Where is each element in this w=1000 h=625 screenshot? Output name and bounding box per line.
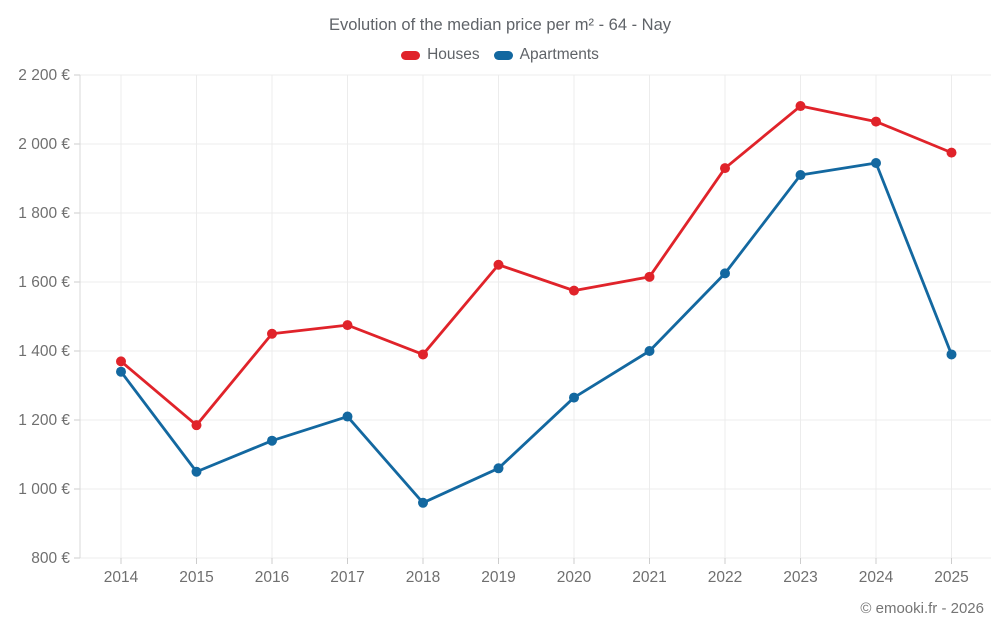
data-point-houses-2025[interactable] [946,147,957,158]
data-point-apartments-2015[interactable] [191,466,202,477]
y-axis-label: 1 400 € [18,343,70,360]
data-point-apartments-2021[interactable] [644,346,655,356]
y-axis-label: 1 200 € [18,412,70,429]
y-axis-label: 1 600 € [18,274,70,291]
y-axis-label: 800 € [31,550,70,567]
x-axis-label: 2018 [406,569,440,586]
y-axis-label: 1 000 € [18,481,70,498]
series-line-houses [119,104,953,427]
data-point-apartments-2017[interactable] [342,411,353,422]
data-point-apartments-2020[interactable] [569,392,579,403]
data-point-houses-2024[interactable] [871,116,881,127]
data-point-apartments-2023[interactable] [795,170,806,181]
x-axis-label: 2023 [783,569,817,586]
legend-item-apartments[interactable]: Apartments [493,46,599,64]
data-point-apartments-2024[interactable] [871,157,881,168]
data-point-houses-2014[interactable] [116,356,126,367]
legend: Houses Apartments [0,46,1000,64]
chart-title: Evolution of the median price per m² - 6… [328,16,672,34]
x-axis-label: 2019 [481,569,515,586]
data-point-houses-2022[interactable] [720,163,730,174]
series-line-apartments [119,161,953,505]
data-point-houses-2021[interactable] [644,271,655,282]
y-axis-label: 1 800 € [18,205,70,222]
y-axis-label: 2 200 € [18,67,70,84]
data-point-houses-2020[interactable] [569,285,579,296]
legend-label-houses: Houses [427,46,480,63]
x-axis-label: 2021 [632,569,666,586]
data-point-houses-2015[interactable] [191,420,202,431]
x-axis-label: 2017 [330,569,364,586]
data-point-houses-2016[interactable] [267,328,277,339]
x-axis-label: 2015 [179,569,213,586]
data-point-apartments-2014[interactable] [116,366,126,377]
data-point-apartments-2018[interactable] [418,497,428,508]
legend-marker-houses-icon [401,50,421,60]
data-point-apartments-2025[interactable] [946,349,957,360]
x-axis-label: 2022 [708,569,742,586]
data-point-houses-2019[interactable] [493,259,504,270]
x-axis-label: 2014 [104,569,139,586]
data-point-houses-2018[interactable] [418,349,428,360]
data-point-apartments-2019[interactable] [493,463,504,474]
data-point-apartments-2022[interactable] [720,268,730,279]
x-axis-label: 2024 [859,569,894,586]
data-point-apartments-2016[interactable] [267,435,277,446]
legend-marker-apartments-icon [493,50,513,60]
legend-item-houses[interactable]: Houses [401,46,480,64]
x-axis-label: 2020 [557,569,592,586]
data-point-houses-2017[interactable] [342,320,353,331]
y-axis-label: 2 000 € [18,136,70,153]
x-axis-label: 2025 [934,569,968,586]
credit-link[interactable]: © emooki.fr - 2026 [860,600,984,617]
data-point-houses-2023[interactable] [795,101,806,112]
x-axis-label: 2016 [255,569,289,586]
legend-label-apartments: Apartments [519,46,599,63]
